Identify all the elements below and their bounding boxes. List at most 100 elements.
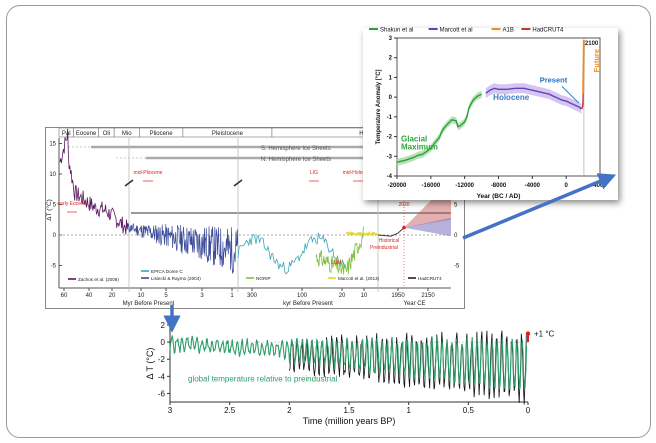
- marker-2020: [402, 225, 406, 230]
- legend-label: NGRIP: [256, 276, 271, 281]
- x-tick-label: -20000: [388, 183, 407, 189]
- y-tick-label: -4: [158, 372, 166, 381]
- y-tick-label: 0: [53, 233, 57, 239]
- x-tick-label: 20: [109, 293, 116, 299]
- x-tick-label: 5: [164, 293, 168, 299]
- x-tick-label: 0: [526, 406, 531, 415]
- legend-label: HadCRUT4: [532, 28, 564, 34]
- annotation-label: Preindustrial: [370, 245, 398, 251]
- x-tick-label: -4000: [525, 183, 541, 189]
- x-tick-label: -8000: [491, 183, 507, 189]
- annotation-holocene: Holocene: [493, 93, 530, 102]
- y-tick-label: -5: [51, 264, 57, 270]
- x-tick-label: 10: [361, 293, 368, 299]
- epoch-label: Eocene: [76, 131, 97, 137]
- legend-item: Zachos et al. (2008): [68, 277, 119, 282]
- annotation-caption: global temperature relative to preindust…: [188, 374, 338, 383]
- legend-label: Marcott et al. (2013): [338, 276, 380, 281]
- projection-low-fan: [404, 217, 451, 237]
- x-axis-label: Year (BC / AD): [477, 193, 521, 200]
- y-axis-label: ΔT (°C): [45, 199, 53, 221]
- marker-label: +1 °C: [534, 330, 555, 339]
- y-tick-label: 10: [49, 172, 56, 178]
- inset-chart-svg: -20000 -16000 -12000 -8000 -4000 0 4000-4-3-2-…: [369, 28, 607, 200]
- inset-holocene-chart: -20000 -16000 -12000 -8000 -4000 0 4000 -4 -3 -2-…: [363, 28, 618, 200]
- annotation-label: LGM: [331, 260, 342, 266]
- x-tick-label: 40: [86, 293, 93, 299]
- x-tick-label: -12000: [455, 183, 474, 189]
- y-tick-label: 5: [53, 203, 57, 209]
- right-y-tick-label: -5: [454, 264, 460, 270]
- y-tick-label: 2: [161, 321, 166, 330]
- y-tick-label: -1: [387, 115, 393, 121]
- legend-label: Lisiecki & Raymo (2004): [151, 276, 201, 281]
- axis-break: [124, 179, 134, 187]
- x-tick-label: 300: [247, 293, 258, 299]
- x-tick-label: 0: [564, 183, 568, 189]
- x-tick-label: 1: [230, 293, 234, 299]
- epoch-label: Mio: [122, 131, 132, 137]
- y-tick-label: -6: [158, 389, 166, 398]
- legend-label: Marcott et al: [440, 28, 473, 34]
- x-tick-label: 20: [339, 293, 346, 299]
- x-tick-label: 2150: [421, 293, 435, 299]
- legend-label: A1B: [503, 28, 514, 34]
- legend-item: EPICA Dome C: [141, 269, 183, 274]
- y-tick-label: 1: [389, 75, 393, 81]
- annotation-label: mid-Holocene: [343, 170, 374, 176]
- axis-break: [233, 179, 243, 187]
- epoch-label: Oli: [103, 131, 110, 137]
- x-segment-label: Myr Before Present: [123, 301, 175, 307]
- epoch-label: Pal: [62, 131, 71, 137]
- present-pointer: [561, 85, 580, 104]
- y-axis-label: Δ T (°C): [145, 348, 155, 380]
- legend-item: Marcott et al: [428, 28, 473, 34]
- annotation-2100: 2100: [585, 41, 599, 47]
- series-ngrip: [315, 226, 364, 275]
- legend-item: NGRIP: [246, 276, 271, 281]
- series-marcott: [345, 230, 378, 237]
- legend-item: HadCRUT4: [521, 28, 564, 34]
- x-tick-label: 3: [168, 406, 173, 415]
- x-tick-label: 0.5: [463, 406, 475, 415]
- annotation-label: 2020: [398, 202, 409, 208]
- x-tick-label: 1.5: [343, 406, 355, 415]
- y-tick-label: -3: [387, 154, 393, 160]
- main-chart-svg: Pal Eocene Oli Mio Pliocene Pleistocene H S. He…: [45, 127, 460, 307]
- annotation-label: Historical: [379, 238, 400, 244]
- x-tick-label: -16000: [421, 183, 440, 189]
- epoch-label: Pleistocene: [212, 131, 244, 137]
- ice-sheet-label-north: N. Hemisphere Ice Sheets: [261, 157, 331, 163]
- annotation-glacial: Glacial: [401, 135, 427, 144]
- y-tick-label: -2: [158, 355, 166, 364]
- legend-label: Shakun et al: [380, 28, 413, 34]
- epoch-label: Pliocene: [150, 131, 174, 137]
- series-line-hadcrut4: [581, 93, 584, 110]
- legend-label: Zachos et al. (2008): [78, 277, 119, 282]
- series-line-marcott-et-al: [485, 87, 582, 110]
- x-tick-label: 2.5: [224, 406, 236, 415]
- x-tick-label: 1: [406, 406, 411, 415]
- legend-item: Shakun et al: [369, 28, 413, 34]
- right-y-tick-label: 0: [454, 233, 458, 239]
- series-zachos: [59, 128, 129, 235]
- x-segment-label: Year CE: [403, 301, 425, 307]
- annotation-label: LIG: [310, 170, 318, 176]
- y-tick-label: 2: [389, 56, 393, 62]
- arrow-to-inset: [462, 173, 617, 240]
- x-tick-label: 3: [200, 293, 204, 299]
- y-axis-label: Temperature Anomaly [°C]: [376, 69, 382, 144]
- legend-label: EPICA Dome C: [151, 269, 183, 274]
- y-tick-label: 15: [49, 142, 56, 148]
- annotation-future: Future: [592, 49, 601, 72]
- y-tick-label: 0: [389, 95, 393, 101]
- annotation-present: Present: [540, 75, 568, 84]
- shakun-uncertainty-band: [397, 90, 482, 166]
- right-y-tick-label: 5: [454, 203, 458, 209]
- legend-item: HadCRUT4: [408, 276, 442, 281]
- warming-marker-dot: [525, 331, 531, 336]
- legend-item: A1B: [491, 28, 514, 34]
- legend-label: HadCRUT4: [418, 276, 442, 281]
